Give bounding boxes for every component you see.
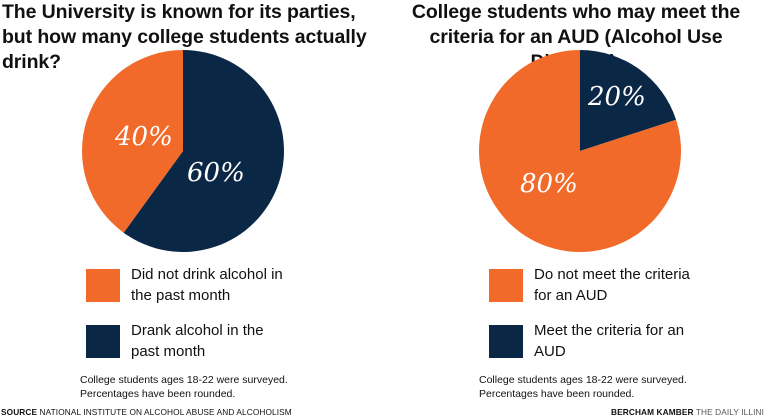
legend-label: Drank alcohol in the past month [131, 322, 264, 360]
source-credit: SOURCE NATIONAL INSTITUTE ON ALCOHOL ABU… [1, 406, 292, 418]
orange-swatch [489, 269, 523, 302]
orange-swatch [86, 269, 120, 302]
note-line: Percentages have been rounded. [479, 388, 635, 400]
slice-label-60: 60% [187, 158, 245, 188]
slice-label-20: 20% [587, 82, 646, 112]
pie-slice-did-not-drink [81, 50, 183, 233]
navy-swatch [489, 325, 523, 358]
pie-slice-drank [123, 50, 284, 252]
credit-name: BERCHAM KAMBER [611, 407, 694, 417]
pie-slice-meet-criteria [580, 50, 677, 151]
credit-org: THE DAILY ILLINI [695, 407, 764, 417]
source-text: NATIONAL INSTITUTE ON ALCOHOL ABUSE AND … [39, 407, 292, 417]
author-credit: BERCHAM KAMBER THE DAILY ILLINI [611, 406, 764, 418]
legend-item-meet: Meet the criteria for an AUD [489, 320, 694, 360]
note-line: Percentages have been rounded. [80, 388, 236, 400]
legend-label: Meet the criteria for an AUD [534, 322, 685, 360]
pie-slice-do-not-meet [479, 50, 682, 252]
right-pie-chart: 20% 80% [477, 48, 683, 254]
right-legend: Do not meet the criteria for an AUD Meet… [489, 264, 694, 376]
legend-label: Do not meet the criteria for an AUD [534, 266, 690, 304]
right-chart-note: College students ages 18-22 were surveye… [479, 373, 739, 401]
source-label: SOURCE [1, 407, 38, 417]
note-line: College students ages 18-22 were surveye… [80, 374, 288, 386]
legend-label: Did not drink alcohol in the past month [131, 266, 283, 304]
legend-item-drank: Drank alcohol in the past month [86, 320, 291, 360]
slice-label-40: 40% [114, 122, 173, 152]
slice-label-80: 80% [520, 169, 578, 199]
left-pie-svg: 40% 60% [81, 50, 284, 252]
left-chart-title: The University is known for its parties,… [2, 1, 367, 73]
legend-item-do-not-meet: Do not meet the criteria for an AUD [489, 264, 694, 304]
note-line: College students ages 18-22 were surveye… [479, 374, 687, 386]
left-legend: Did not drink alcohol in the past month … [86, 264, 291, 376]
left-pie-chart: 40% 60% [80, 48, 286, 254]
right-pie-svg: 20% 80% [479, 50, 682, 252]
left-chart-note: College students ages 18-22 were surveye… [80, 373, 340, 401]
navy-swatch [86, 325, 120, 358]
legend-item-did-not-drink: Did not drink alcohol in the past month [86, 264, 291, 304]
